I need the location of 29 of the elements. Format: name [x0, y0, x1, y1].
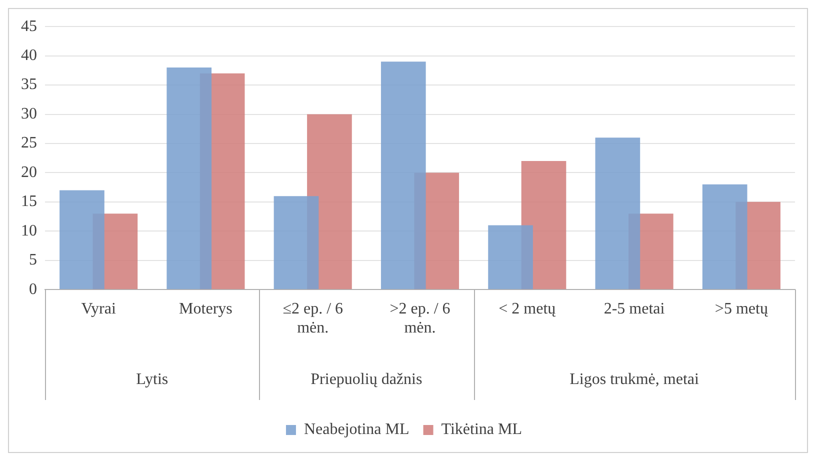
y-tick-label: 30 [21, 105, 37, 122]
text: Priepuolių dažnis [310, 371, 422, 388]
x-tick-label: >5 metų [714, 300, 769, 318]
y-tick-label: 10 [21, 222, 37, 240]
bar [702, 184, 748, 290]
bar [60, 190, 104, 290]
x-tick-label: 2-5 metai [604, 300, 666, 318]
x-tick-label: >2 ep. / 6 mėn. [390, 300, 450, 337]
x-tick-label: Vyrai [81, 300, 116, 318]
legend-label: Tikėtina ML [441, 421, 522, 438]
y-tick-label: 20 [21, 164, 37, 181]
text: Ligos trukmė, metai [570, 371, 700, 388]
bar [274, 196, 319, 290]
legend-label: Neabejotina ML [304, 421, 410, 438]
y-tick-label: 45 [21, 18, 37, 35]
x-tick-label: < 2 metų [498, 300, 557, 318]
y-tick-label: 5 [29, 252, 37, 269]
bar [488, 225, 533, 290]
y-tick-label: 15 [21, 193, 37, 210]
y-tick-label: 40 [21, 47, 37, 64]
y-tick-label: 35 [21, 76, 37, 94]
y-tick-label: 0 [29, 280, 37, 298]
x-tick-label: Moterys [179, 300, 232, 318]
x-tick-label: ≤2 ep. / 6 mėn. [282, 300, 344, 337]
bar [166, 68, 212, 290]
bar [595, 138, 640, 290]
bar [380, 62, 426, 290]
y-tick-label: 25 [21, 134, 37, 152]
text: Lytis [136, 371, 168, 388]
